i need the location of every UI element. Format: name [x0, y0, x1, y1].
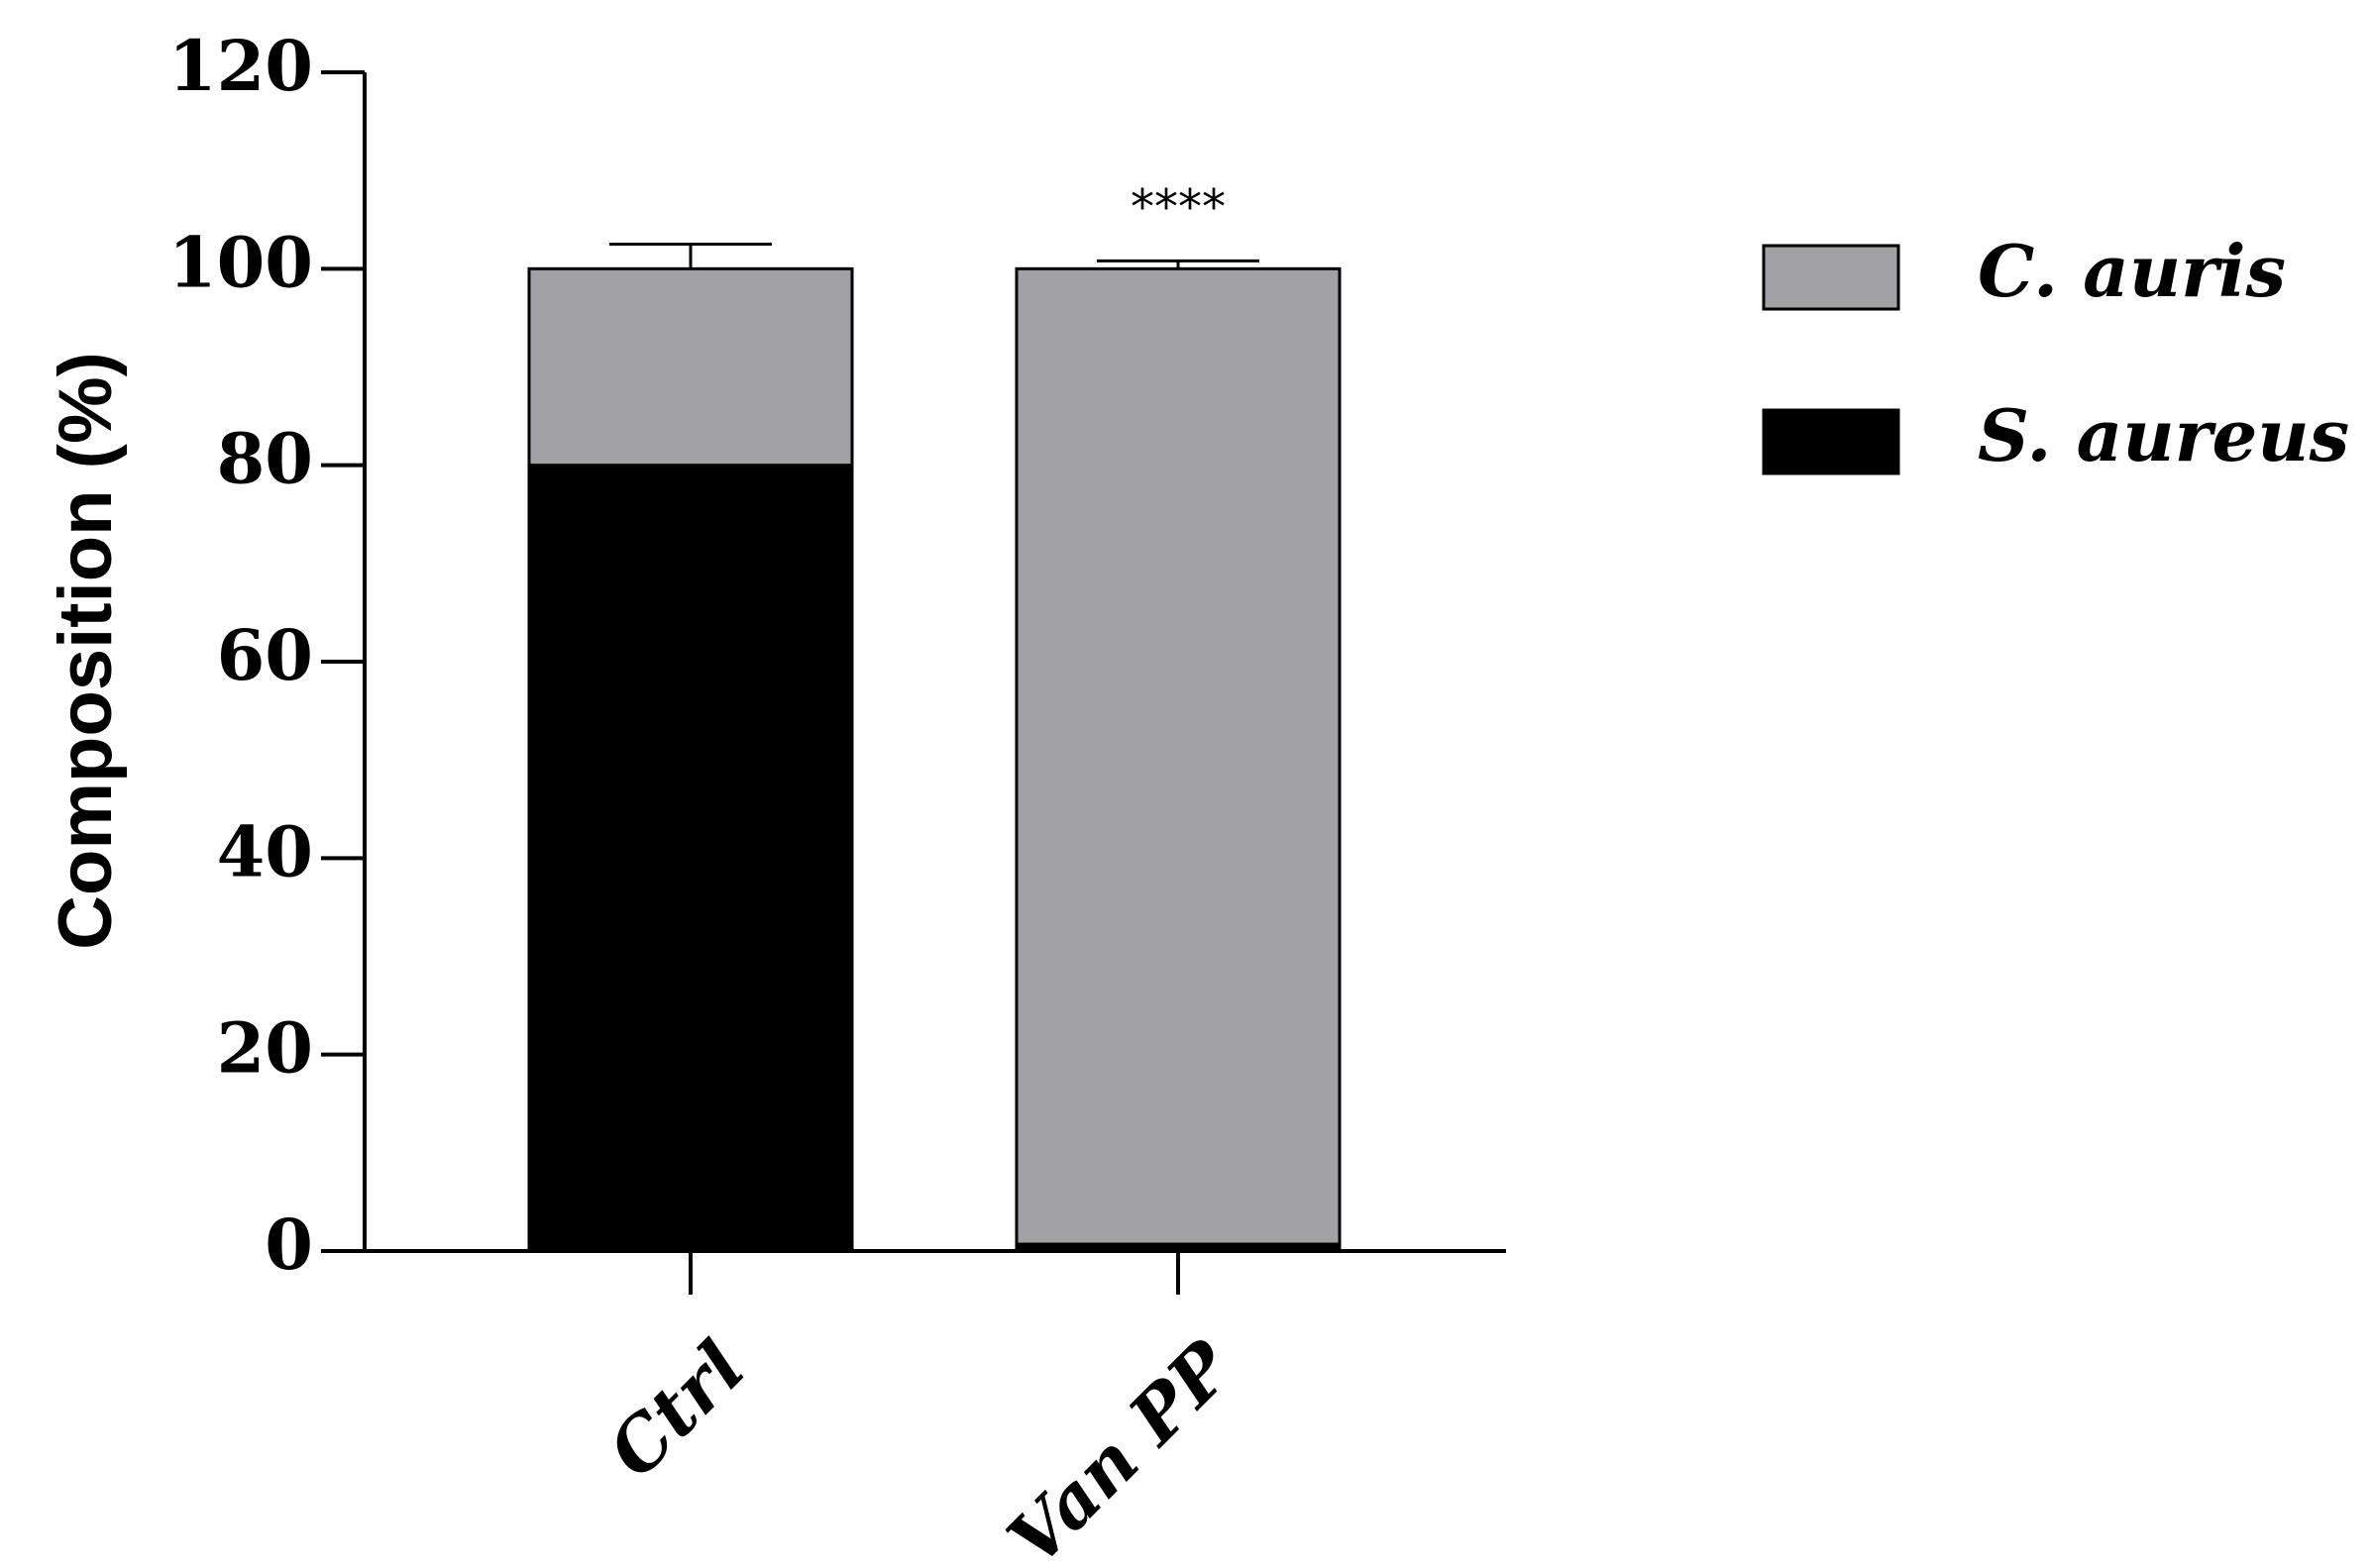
bar-ctrl-c-auris	[527, 266, 854, 468]
y-tick-label: 100	[168, 221, 313, 303]
legend: C. auris S. aureus	[1762, 229, 2349, 477]
plot-area: 0 20 40 60 80 100 120 Ctrl Van PP ****	[168, 25, 1506, 1568]
legend-item-c-auris: C. auris	[1762, 229, 2286, 313]
legend-label: C. auris	[1978, 229, 2286, 313]
legend-item-s-aureus: S. aureus	[1762, 393, 2349, 477]
y-tick-label: 120	[168, 25, 313, 107]
legend-swatch	[1762, 408, 1900, 475]
x-tick-label: Ctrl	[592, 1324, 760, 1493]
y-tick-label: 80	[217, 418, 313, 500]
bar-van-pp-c-auris	[1015, 266, 1342, 1246]
y-tick-label: 60	[217, 614, 313, 696]
bar-ctrl-s-aureus	[527, 464, 854, 1253]
y-axis-title: Composition (%)	[44, 352, 128, 950]
legend-swatch	[1762, 244, 1900, 311]
y-tick-label: 20	[217, 1007, 313, 1090]
y-tick-label: 40	[217, 810, 313, 892]
significance-annotation: ****	[1131, 179, 1226, 235]
y-tick-label: 0	[265, 1203, 313, 1286]
legend-label: S. aureus	[1978, 393, 2349, 477]
error-bar-van-pp-c-auris	[1097, 259, 1259, 269]
x-tick-label: Van PP	[991, 1323, 1249, 1568]
error-bar-ctrl-c-auris	[609, 243, 772, 269]
